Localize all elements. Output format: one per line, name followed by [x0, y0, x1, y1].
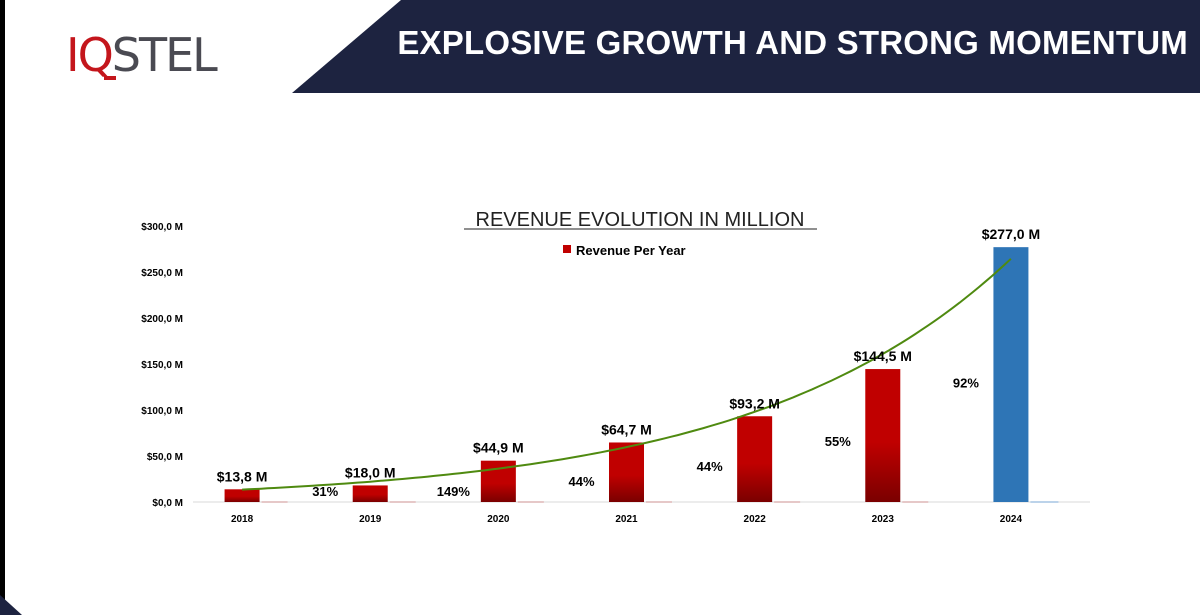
left-edge-bar [0, 0, 5, 615]
chart-title: REVENUE EVOLUTION IN MILLION [476, 209, 805, 231]
data-label: $13,8 M [217, 468, 268, 484]
logo-text-iq: IQ [66, 28, 114, 82]
x-tick-label: 2021 [615, 514, 638, 525]
data-label: $64,7 M [601, 421, 652, 437]
x-tick-label: 2019 [359, 514, 382, 525]
bars-group [224, 247, 1029, 502]
growth-label: 44% [568, 474, 594, 489]
legend-label: Revenue Per Year [576, 243, 686, 258]
y-tick-label: $200,0 M [141, 314, 183, 325]
bar-2022 [737, 416, 773, 502]
x-axis: 2018 2019 2020 2021 2022 2023 2024 [231, 514, 1023, 525]
x-tick-label: 2018 [231, 514, 254, 525]
y-tick-label: $250,0 M [141, 268, 183, 279]
growth-label: 55% [825, 434, 851, 449]
page-title: EXPLOSIVE GROWTH AND STRONG MOMENTUM [397, 24, 1188, 61]
x-tick-label: 2020 [487, 514, 510, 525]
bar-2024 [993, 247, 1029, 502]
data-label: $277,0 M [982, 226, 1040, 242]
logo-q-tail [104, 76, 116, 80]
x-tick-label: 2023 [872, 514, 895, 525]
chart-legend: Revenue Per Year [563, 243, 686, 258]
y-tick-label: $0,0 M [152, 498, 183, 509]
growth-label: 44% [697, 459, 723, 474]
data-label: $93,2 M [729, 395, 780, 411]
data-label: $144,5 M [854, 348, 912, 364]
corner-decoration [0, 595, 22, 615]
x-tick-label: 2022 [744, 514, 767, 525]
growth-label: 92% [953, 376, 979, 391]
legend-swatch [563, 245, 571, 253]
growth-labels-group: 31% 149% 44% 44% 55% 92% [312, 376, 979, 499]
growth-label: 31% [312, 484, 338, 499]
trendline [242, 258, 1012, 491]
growth-label: 149% [437, 484, 471, 499]
logo-text-stel: STEL [111, 28, 218, 82]
y-axis: $0,0 M $50,0 M $100,0 M $150,0 M $200,0 M $25… [141, 222, 183, 509]
y-tick-label: $300,0 M [141, 222, 183, 233]
y-tick-label: $150,0 M [141, 360, 183, 371]
data-label: $18,0 M [345, 464, 396, 480]
iqstel-logo: IQ STEL [66, 28, 218, 82]
bar-2023 [865, 369, 901, 502]
data-labels-group: $13,8 M $18,0 M $44,9 M $64,7 M $93,2 M $144,… [217, 226, 1040, 484]
bar-2021 [609, 442, 644, 502]
y-tick-label: $50,0 M [147, 452, 183, 463]
x-tick-label: 2024 [1000, 514, 1023, 525]
bar-2019 [352, 485, 388, 502]
y-tick-label: $100,0 M [141, 406, 183, 417]
data-label: $44,9 M [473, 440, 524, 456]
bar-2018 [224, 489, 260, 502]
header-band [292, 0, 1200, 93]
